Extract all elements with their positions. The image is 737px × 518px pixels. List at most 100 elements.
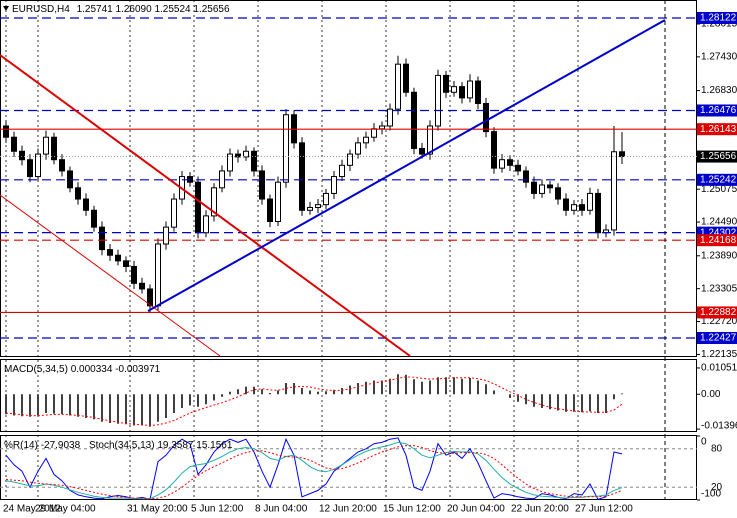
y-tick-label: 1.22135: [701, 349, 737, 360]
candle-body: [331, 176, 337, 194]
candle-body: [123, 260, 129, 267]
oscillator-panel: [0, 435, 697, 500]
candle-body: [91, 209, 97, 228]
x-tick-label: 31 May 20:00: [127, 504, 188, 515]
candle-body: [267, 198, 273, 223]
candle-body: [211, 187, 217, 217]
candle-body: [547, 184, 553, 189]
x-tick-label: 29 May 04:00: [35, 504, 96, 515]
candle-body: [363, 136, 369, 144]
candle-body: [403, 63, 409, 93]
candle-body: [227, 153, 233, 172]
y-tick-label: 20: [711, 482, 723, 493]
y-tick-label: 0.010515: [701, 363, 737, 374]
high-label: 1.26090: [116, 4, 153, 15]
candle-body: [443, 74, 449, 93]
current-price-label: 1.25656: [700, 151, 737, 162]
level-label-box: [697, 173, 737, 186]
level-label-box: [697, 123, 737, 136]
candle-body: [27, 159, 33, 178]
candle-body: [619, 151, 625, 158]
candle-body: [283, 114, 289, 183]
indicator-line: [5, 441, 623, 500]
y-tick-label: 1.23305: [701, 283, 737, 294]
level-label: 1.26476: [700, 105, 737, 116]
macd-value: 0.000334: [71, 364, 113, 375]
level-label: 1.28122: [700, 13, 737, 24]
candle-body: [19, 150, 25, 161]
candle-body: [371, 128, 377, 138]
candle-body: [251, 150, 257, 172]
x-tick-label: 20 Jun 04:00: [447, 504, 505, 515]
level-label-box: [697, 306, 737, 319]
candle-body: [499, 159, 505, 169]
current-price-box: [697, 150, 737, 163]
candle-body: [339, 164, 345, 178]
candle-body: [483, 103, 489, 133]
level-label: 1.26143: [700, 124, 737, 135]
indicator-line: [5, 376, 623, 427]
level-label: 1.22427: [700, 333, 737, 344]
candle-body: [579, 204, 585, 211]
candle-body: [347, 153, 353, 166]
candle-body: [571, 204, 577, 211]
stoch-main-value: 19.3587: [157, 440, 194, 451]
symbol-icon: [3, 6, 9, 11]
level-label-box: [697, 104, 737, 117]
y-tick-label: 80: [711, 443, 723, 454]
marks: [0, 0, 697, 501]
y-tick-label: 1.28015: [701, 19, 737, 30]
signal-value: -0.003971: [115, 364, 160, 375]
candle-body: [3, 125, 9, 138]
candle-body: [387, 108, 393, 127]
candle-body: [195, 181, 201, 234]
y2-tick-label: -100: [701, 489, 721, 500]
candle-body: [507, 159, 513, 166]
indicator-line: [5, 437, 623, 501]
candle-body: [155, 243, 161, 307]
candle-body: [555, 187, 561, 200]
candle-body: [59, 159, 65, 172]
candle-body: [531, 181, 537, 194]
candle-body: [323, 192, 329, 206]
candle-body: [43, 136, 49, 155]
candle-body: [259, 170, 265, 200]
level-label-box: [697, 234, 737, 247]
close-label: 1.25656: [193, 4, 230, 15]
candle-body: [315, 204, 321, 208]
candle-body: [587, 192, 593, 211]
candle-body: [139, 282, 145, 290]
x-tick-label: 27 Jun 12:00: [575, 504, 633, 515]
candle-body: [115, 254, 121, 262]
y-tick-label: 1.26830: [701, 85, 737, 96]
candle-body: [147, 288, 153, 307]
candle-body: [419, 147, 425, 155]
candle-body: [355, 142, 361, 155]
candle-body: [203, 215, 209, 234]
macd-header: MACD(5,34,5) 0.000334 -0.003971: [4, 364, 161, 375]
macd-panel: [0, 359, 697, 432]
level-label: 1.24168: [700, 235, 737, 246]
candle-body: [475, 80, 481, 105]
x-tick-label: 8 Jun 04:00: [255, 504, 308, 515]
oscillator-header: %R(14) -27.9038 Stoch(34,5,13) 19.3587 1…: [4, 440, 233, 451]
price-header: EURUSD,H4 1.25741 1.26090 1.25524 1.2565…: [12, 4, 230, 15]
trend-line: [0, 194, 221, 357]
stoch-signal-value: 15.1561: [196, 440, 233, 451]
candle-body: [379, 125, 385, 130]
candle-body: [243, 150, 249, 158]
y-tick-label: 0.00: [701, 389, 721, 400]
candle-body: [107, 249, 113, 256]
candle-body: [491, 131, 497, 169]
candle-body: [515, 164, 521, 172]
candle-body: [467, 80, 473, 99]
y-tick-label: 1.27430: [701, 52, 737, 63]
candle-body: [51, 136, 57, 161]
indicator-line: [5, 445, 623, 500]
y-tick-label: 1.23890: [701, 250, 737, 261]
candle-body: [171, 198, 177, 228]
low-label: 1.25524: [154, 4, 191, 15]
level-label: 1.24302: [700, 227, 737, 238]
